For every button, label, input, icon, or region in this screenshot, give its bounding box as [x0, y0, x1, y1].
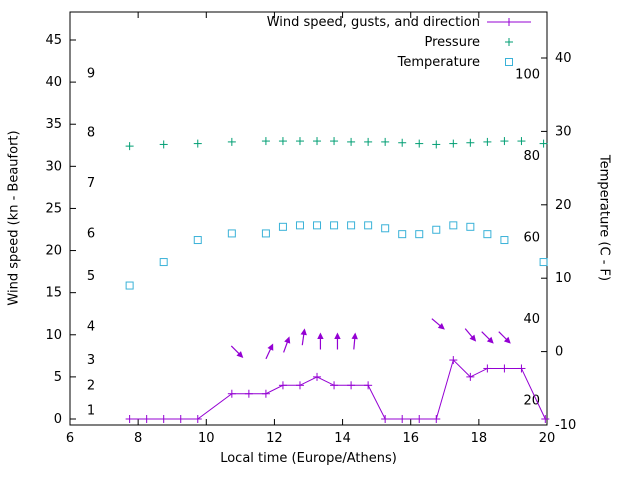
- svg-text:40: 40: [555, 51, 572, 66]
- svg-text:5: 5: [54, 370, 62, 385]
- svg-text:12: 12: [266, 431, 283, 446]
- x-axis-label: Local time (Europe/Athens): [220, 451, 397, 466]
- svg-text:100: 100: [515, 67, 540, 82]
- legend-item-wind: Wind speed, gusts, and direction: [267, 12, 532, 32]
- legend: Wind speed, gusts, and direction Pressur…: [267, 12, 532, 72]
- svg-text:7: 7: [87, 176, 95, 191]
- svg-text:60: 60: [523, 230, 540, 245]
- y-axis-left-label: Wind speed (kn - Beaufort): [6, 130, 22, 306]
- svg-text:1: 1: [87, 404, 95, 419]
- svg-text:10: 10: [198, 431, 215, 446]
- wind-line-sample-icon: [487, 18, 531, 26]
- pressure-plus-sample-icon: [505, 38, 513, 46]
- legend-item-pressure: Pressure: [267, 32, 532, 52]
- svg-text:16: 16: [402, 431, 419, 446]
- svg-text:-10: -10: [555, 418, 576, 433]
- svg-text:40: 40: [45, 75, 62, 90]
- svg-text:80: 80: [523, 149, 540, 164]
- svg-text:8: 8: [87, 126, 95, 141]
- svg-text:6: 6: [87, 227, 95, 242]
- svg-text:20: 20: [555, 198, 572, 213]
- svg-text:10: 10: [45, 328, 62, 343]
- svg-text:5: 5: [87, 269, 95, 284]
- svg-text:6: 6: [66, 431, 74, 446]
- svg-text:9: 9: [87, 67, 95, 82]
- svg-text:15: 15: [45, 286, 62, 301]
- svg-text:4: 4: [87, 319, 95, 334]
- svg-text:0: 0: [54, 412, 62, 427]
- svg-text:18: 18: [471, 431, 488, 446]
- svg-text:0: 0: [555, 345, 563, 360]
- svg-text:20: 20: [523, 394, 540, 409]
- temperature-square-sample-icon: [505, 58, 513, 66]
- svg-text:14: 14: [334, 431, 351, 446]
- legend-label-wind: Wind speed, gusts, and direction: [266, 14, 480, 30]
- svg-text:3: 3: [87, 353, 95, 368]
- legend-label-temperature: Temperature: [397, 54, 480, 70]
- svg-text:30: 30: [45, 159, 62, 174]
- legend-item-temperature: Temperature: [267, 52, 532, 72]
- svg-text:2: 2: [87, 378, 95, 393]
- svg-text:25: 25: [45, 201, 62, 216]
- svg-text:40: 40: [523, 312, 540, 327]
- svg-text:20: 20: [45, 244, 62, 259]
- svg-text:8: 8: [134, 431, 142, 446]
- svg-text:30: 30: [555, 124, 572, 139]
- svg-text:35: 35: [45, 117, 62, 132]
- legend-label-pressure: Pressure: [424, 34, 480, 50]
- svg-text:10: 10: [555, 271, 572, 286]
- svg-text:45: 45: [45, 33, 62, 48]
- svg-text:20: 20: [539, 431, 556, 446]
- y-axis-right-label: Temperature (C - F): [596, 154, 612, 282]
